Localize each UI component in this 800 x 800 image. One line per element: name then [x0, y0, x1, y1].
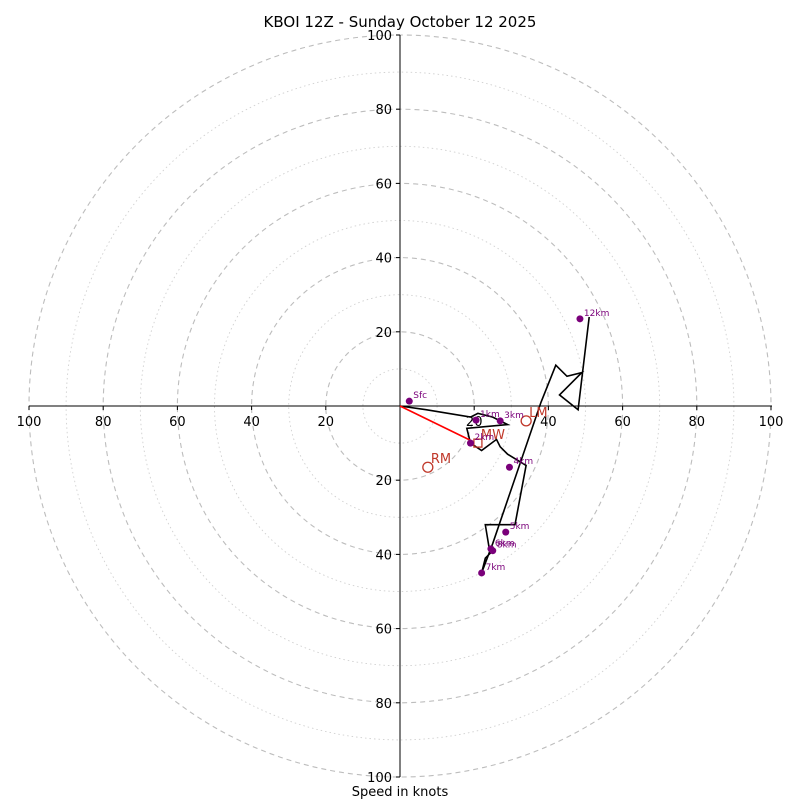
storm-motion-lm-marker [520, 415, 532, 427]
height-label-1km: 1km [480, 410, 500, 420]
y-tick-label: 20 [375, 474, 392, 489]
y-tick-label: 40 [375, 252, 392, 267]
height-point-7km [478, 569, 486, 577]
height-label-3km: 3km [504, 411, 524, 421]
height-label-4km: 4km [513, 457, 533, 467]
y-tick-label: 60 [375, 623, 392, 638]
height-label-12km: 12km [584, 309, 609, 319]
shear-vector [399, 405, 473, 442]
x-tick-label: 80 [95, 415, 112, 430]
height-point-4km [505, 463, 513, 471]
height-point-12km [576, 315, 584, 323]
storm-motion-rm-marker [422, 461, 434, 473]
height-point-2km [466, 439, 474, 447]
height-point-3km [496, 417, 504, 425]
height-label-2km: 2km [474, 433, 494, 443]
y-tick-label: 100 [367, 771, 392, 786]
x-tick-label: 20 [318, 415, 335, 430]
x-tick-label: 100 [17, 415, 42, 430]
x-axis-label: Speed in knots [352, 785, 449, 800]
chart-title: KBOI 12Z - Sunday October 12 2025 [264, 13, 537, 31]
x-tick-label: 40 [540, 415, 557, 430]
height-label-6km: 6km [495, 539, 515, 549]
y-tick-label: 100 [367, 29, 392, 44]
height-label-5km: 5km [510, 522, 530, 532]
axis-ticks: 1008060402020406080100100806040202040608… [17, 29, 784, 786]
height-point-8km [489, 547, 497, 555]
x-tick-label: 60 [169, 415, 186, 430]
height-point-5km [502, 528, 510, 536]
height-label-sfc: Sfc [413, 391, 427, 401]
y-tick-label: 80 [375, 103, 392, 118]
storm-motion-lm-label: LM [529, 406, 547, 421]
x-tick-label: 60 [614, 415, 631, 430]
storm-motion-mw-label: MW [481, 428, 505, 443]
hodograph-line [399, 316, 590, 574]
height-label-8km: 8km [497, 541, 517, 551]
height-point-1km [472, 416, 480, 424]
y-tick-label: 80 [375, 697, 392, 712]
height-label-7km: 7km [486, 563, 506, 573]
storm-motion-rm-label: RM [431, 452, 451, 467]
y-tick-label: 40 [375, 548, 392, 563]
height-point-sfc [405, 397, 413, 405]
y-tick-label: 60 [375, 177, 392, 192]
x-tick-label: 100 [759, 415, 784, 430]
y-tick-label: 20 [375, 326, 392, 341]
x-tick-label: 40 [243, 415, 260, 430]
x-tick-label: 80 [689, 415, 706, 430]
